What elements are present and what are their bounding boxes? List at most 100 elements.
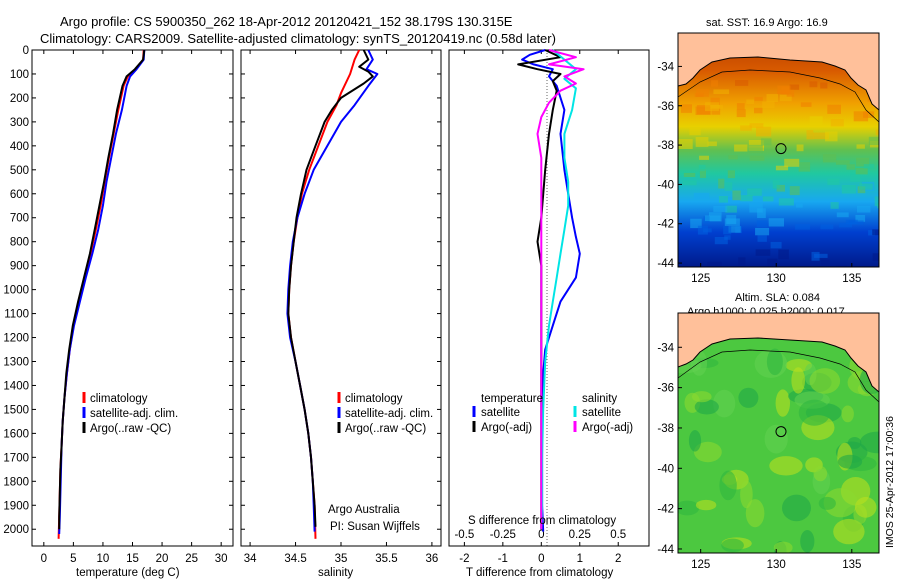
t-diff-tick-label: -2 [459,553,469,565]
sla-texture-blob [782,494,811,522]
sst-texture-cell [710,97,720,105]
sst-map-x-ticks: 125 130 135 [691,263,861,285]
sst-texture-cell [755,227,770,236]
sst-texture-cell [796,144,804,152]
x-tick-label: 30 [215,553,228,565]
t-diff-tick-label: -1 [498,553,508,565]
map-y-tick-label: -36 [657,383,674,395]
sst-texture-cell [754,96,763,101]
sst-texture-cell [762,196,774,202]
sst-texture-cell [875,129,879,136]
header-line1: Argo profile: CS 5900350_262 18-Apr-2012… [60,14,513,29]
sst-texture-cell [872,253,879,262]
s-diff-tick-label: -0.25 [490,529,516,541]
y-tick-label: 1700 [3,452,29,464]
sst-texture-cell [711,107,721,115]
sst-texture-cell [756,126,772,137]
sst-texture-cell [777,85,791,94]
x-tick-label: 20 [156,553,169,565]
map-y-tick-label: -44 [657,544,674,556]
sst-texture-cell [820,82,828,89]
sst-texture-cell [863,164,875,169]
sst-texture-cell [678,139,693,149]
temperature-x-ticks: 0 5 10 15 20 25 30 [41,50,228,565]
map-x-tick-label: 125 [691,273,710,285]
y-tick-label: 600 [10,189,29,201]
sst-texture-cell [789,186,800,196]
map-x-tick-label: 130 [767,273,786,285]
map-x-tick-label: 135 [842,559,861,571]
x-tick-label: 15 [126,553,139,565]
sst-texture-cell [836,265,847,267]
sst-texture-cell [749,123,764,128]
sst-texture-cell [784,158,800,167]
x-tick-label: 34 [244,553,257,565]
sst-texture-cell [693,192,710,200]
sst-land [678,33,879,110]
sst-texture-cell [809,81,818,88]
sst-texture-cell [726,215,737,225]
sst-texture-cell [857,205,871,213]
sst-map-y-ticks: -34 -36 -38 -40 -42 -44 [657,61,682,270]
y-tick-label: 700 [10,213,29,225]
difference-s-xlabel: S difference from climatology [468,515,616,527]
temperature-y-ticks: 0 100 200 300 400 500 600 700 800 900 1000 1100 1200… [3,45,233,536]
legend-label-argo: Argo(..raw -QC) [345,423,426,435]
sst-texture-cell [728,226,741,233]
salinity-legend: climatology satellite-adj. clim. Argo(..… [337,392,433,435]
x-tick-label: 36 [426,553,439,565]
sst-texture-cell [806,130,814,140]
legend-label-satellite: satellite-adj. clim. [345,408,433,420]
sst-texture-cell [830,119,844,127]
temperature-panel: 0100200300400500600700800900100011001200… [3,45,234,579]
map-y-tick-label: -40 [657,463,674,475]
sst-texture-cell [778,198,794,206]
sst-texture-cell [760,138,772,146]
sla-texture-blob [800,530,815,553]
y-tick-label: 0 [23,45,29,57]
sst-texture-cell [704,215,721,222]
sst-texture-cell [748,140,765,148]
sst-texture-cell [738,257,746,266]
sst-texture-cell [689,128,701,136]
x-tick-label: 35 [335,553,348,565]
x-tick-label: 34.5 [284,553,306,565]
s-diff-tick-label: -0.5 [454,529,474,541]
y-tick-label: 1300 [3,356,29,368]
y-tick-label: 900 [10,261,29,273]
sst-texture-cell [736,109,746,118]
sst-texture-cell [757,208,766,218]
sst-texture-cell [827,104,841,114]
sst-texture-cell [724,182,733,191]
map-y-tick-label: -36 [657,101,674,113]
sst-texture-cell [845,219,858,224]
sla-texture-blob [818,496,836,510]
sla-texture-blob [695,499,717,511]
sst-texture-cell [740,125,752,131]
sst-texture-cell [800,102,812,107]
map-x-tick-label: 135 [842,273,861,285]
sla-texture-blob [775,389,790,417]
sst-texture-cell [748,144,763,153]
sst-texture-cell [868,136,879,145]
sst-texture-cell [718,178,725,189]
sst-texture-cell [713,89,730,95]
sst-texture-cell [707,141,717,147]
map-y-tick-label: -38 [657,423,674,435]
sst-texture-cell [772,180,780,189]
legend-group-temperature: temperature [481,393,543,405]
sla-texture-blob [809,368,841,394]
sst-field-texture [678,80,879,267]
sst-texture-cell [839,222,852,228]
sst-texture-cell [798,162,811,172]
sla-texture-blob [678,500,700,516]
legend-group-salinity: salinity [582,393,617,405]
sst-map-panel: sat. SST: 16.9 Argo: 16.9 -34 -36 -38 -40 -4… [657,17,880,285]
y-tick-label: 300 [10,117,29,129]
series-line-satellite-adj-clim- [286,49,379,532]
sst-texture-cell [734,144,748,152]
sst-texture-cell [836,212,849,218]
sst-texture-cell [725,205,737,213]
sla-map-frame [677,312,880,554]
difference-t-xlabel: T difference from climatology [466,567,613,579]
